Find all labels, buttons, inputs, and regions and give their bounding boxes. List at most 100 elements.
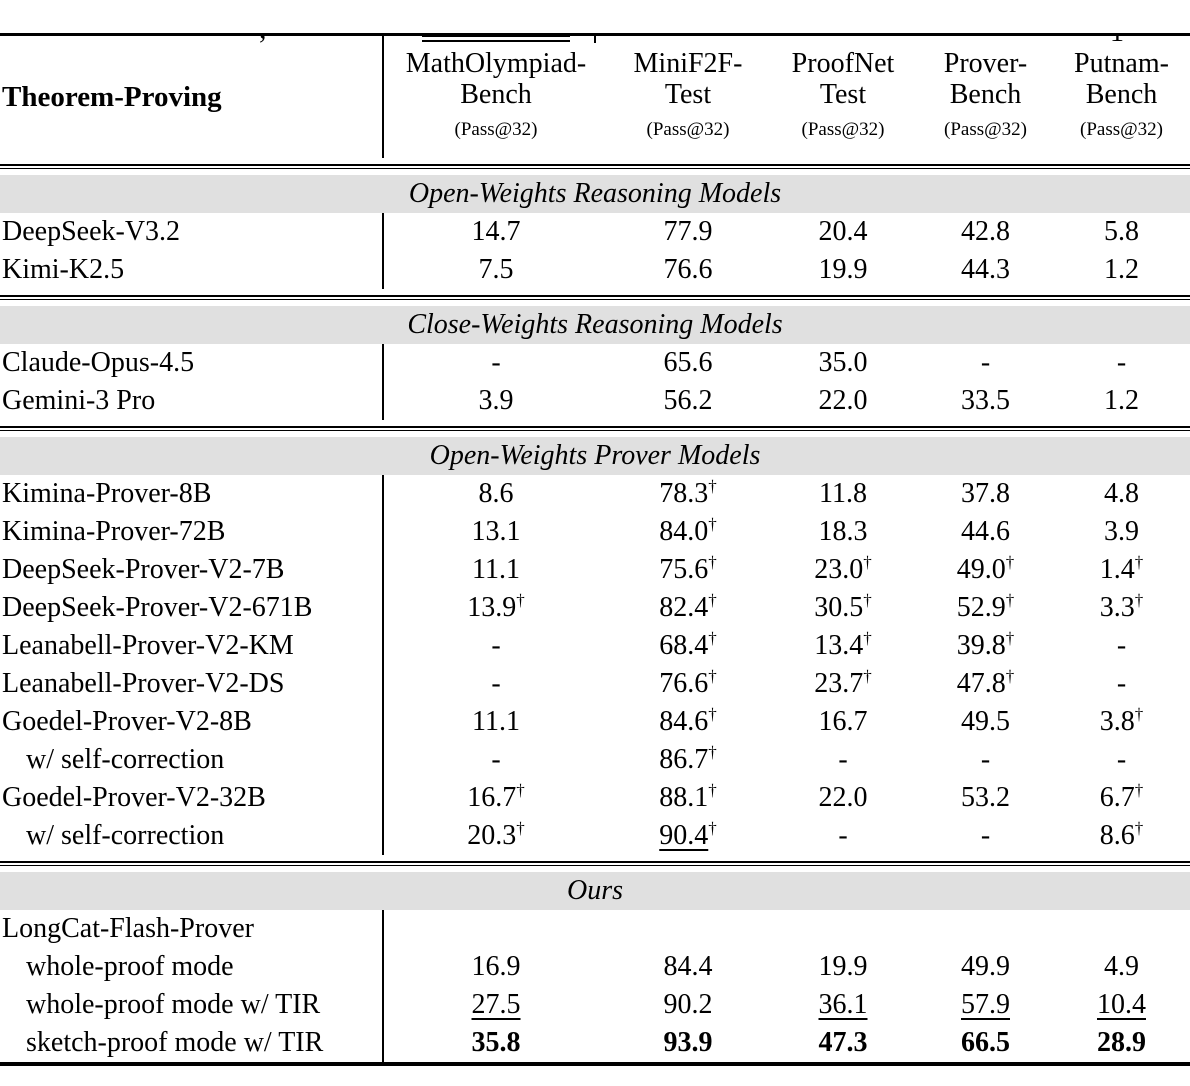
score-value: 11.1 [472,706,520,737]
table-row: whole-proof mode w/ TIR 27.5 90.2 36.1 57.9 1… [0,986,1190,1024]
score-value: 75.6 [659,554,709,585]
column-header-line: MiniF2F- [633,48,743,79]
score-value: 19.9 [818,254,868,285]
table-row: Goedel-Prover-V2-8B 11.1 84.6† 16.7 49.5 3.8† [0,703,1190,741]
value-cell: 49.9 [918,948,1053,986]
value-cell: 53.2 [918,779,1053,817]
score-value: - [980,347,991,378]
score-value: 84.6 [659,706,709,737]
score-value: 13.4 [814,630,864,661]
value-cell [768,910,918,948]
table-row: Gemini-3 Pro 3.9 56.2 22.0 33.5 1.2 [0,382,1190,420]
score-value: 49.5 [961,706,1010,737]
value-cell: 65.6 [608,344,768,382]
score-value: 27.5 [471,989,521,1020]
dagger-mark: † [1134,818,1144,838]
value-cell: 4.9 [1053,948,1190,986]
value-cell: 47.8† [918,665,1053,703]
value-cell: - [918,344,1053,382]
score-value: 39.8 [956,630,1006,661]
section-title: Open-Weights Reasoning Models [0,175,1190,213]
metric-label: (Pass@32) [944,119,1027,140]
value-cell: - [382,741,608,779]
score-value: 13.9 [467,592,517,623]
dagger-mark: † [1134,780,1144,800]
score-value: 3.9 [478,385,514,416]
value-cell: 11.1 [382,703,608,741]
dagger-mark: † [708,476,717,496]
score-value: 66.5 [961,1027,1010,1058]
score-value: 56.2 [663,385,713,416]
model-name-cell: sketch-proof mode w/ TIR [26,1027,324,1058]
score-value: 90.4 [659,820,709,851]
paper-page: { "fragments": { "comma": ",", "letter":… [0,33,1190,1086]
score-value: 52.9 [956,592,1006,623]
dagger-mark: † [1134,552,1144,572]
value-cell: 66.5 [918,1024,1053,1064]
score-value: 3.8 [1099,706,1135,737]
score-value: 4.9 [1104,951,1139,982]
score-value: 19.9 [818,951,868,982]
value-cell: 16.9 [382,948,608,986]
value-cell: 77.9 [608,213,768,251]
score-value: - [491,668,501,699]
model-name-cell: w/ self-correction [26,820,225,851]
dagger-mark: † [1005,666,1015,686]
score-value: 6.7 [1099,782,1135,813]
value-cell: - [1053,344,1190,382]
dagger-mark: † [1134,704,1144,724]
value-cell: 37.8 [918,475,1053,513]
section-header-row: Open-Weights Reasoning Models [0,175,1190,213]
section-separator-rule [0,420,1190,437]
dagger-mark: † [708,628,717,648]
score-value: 78.3 [659,478,709,509]
double-rule [0,295,1190,300]
section-title: Close-Weights Reasoning Models [0,306,1190,344]
header-row: Theorem-Proving MathOlympiad- Bench (Pass@… [0,34,1190,158]
dagger-mark: † [1005,552,1015,572]
dagger-mark: † [708,704,717,724]
value-cell: 36.1 [768,986,918,1024]
value-cell: 84.6† [608,703,768,741]
model-name-cell: Goedel-Prover-V2-32B [2,782,266,813]
score-value: 20.4 [818,216,868,247]
value-cell: 22.0 [768,382,918,420]
score-value: 23.7 [814,668,864,699]
score-value: 3.3 [1099,592,1135,623]
score-value: 42.8 [961,216,1010,247]
dagger-mark: † [708,818,717,838]
column-header-line: Bench [949,79,1022,110]
score-value: 76.6 [659,668,709,699]
value-cell: 44.3 [918,251,1053,289]
value-cell: 57.9 [918,986,1053,1024]
model-name-cell: Gemini-3 Pro [2,385,156,416]
value-cell: 86.7† [608,741,768,779]
score-value: 57.9 [961,989,1010,1020]
score-value: 68.4 [659,630,709,661]
model-name-cell: whole-proof mode [26,951,234,982]
score-value: - [980,820,991,851]
score-value: 8.6 [478,478,514,509]
score-value: 93.9 [663,1027,713,1058]
score-value: 84.0 [659,516,709,547]
value-cell: 13.9† [382,589,608,627]
table-row: Goedel-Prover-V2-32B 16.7† 88.1† 22.0 53.2 6.… [0,779,1190,817]
table-row: w/ self-correction 20.3† 90.4† - -8.6† [0,817,1190,855]
score-value: 76.6 [663,254,713,285]
score-value: 3.9 [1104,516,1139,547]
model-name-cell: Kimina-Prover-72B [2,516,226,547]
value-cell: 16.7 [768,703,918,741]
value-cell: 1.2 [1053,382,1190,420]
value-cell: 82.4† [608,589,768,627]
value-cell: 20.3† [382,817,608,855]
score-value: - [491,630,501,661]
score-value: - [1116,744,1127,775]
score-value: 30.5 [814,592,864,623]
value-cell: 27.5 [382,986,608,1024]
section-header-row: Close-Weights Reasoning Models [0,306,1190,344]
score-value: 1.2 [1104,254,1139,285]
section-title: Ours [0,872,1190,910]
score-value: 14.7 [471,216,521,247]
value-cell [918,910,1053,948]
section-header-row: Open-Weights Prover Models [0,437,1190,475]
